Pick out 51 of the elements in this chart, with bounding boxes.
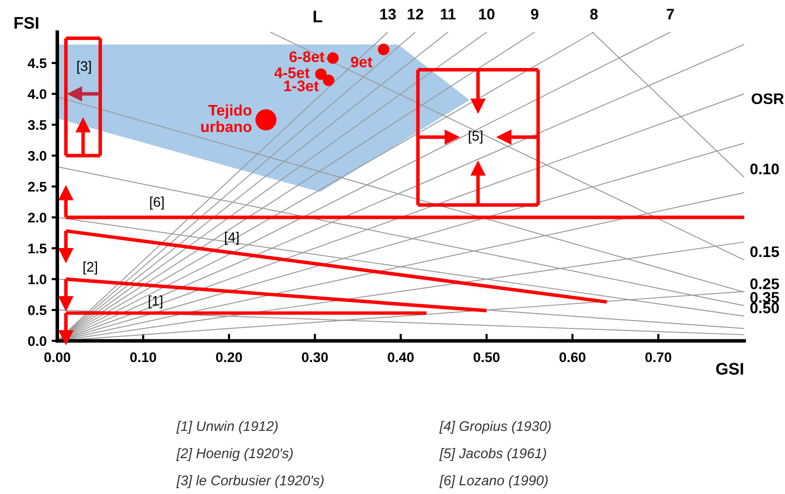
- x-tick-label: 0.40: [388, 352, 414, 362]
- series-label: 0.15: [750, 246, 780, 258]
- y-tick-label: 1.0: [28, 274, 46, 284]
- text: [4] Gropius (1930): [439, 420, 551, 434]
- series-label: 6-8et: [289, 51, 324, 62]
- text: L: [314, 10, 322, 22]
- y-tick-label: 3.5: [28, 120, 47, 130]
- series-label: 0.10: [750, 164, 779, 174]
- series-label: 13: [380, 8, 396, 20]
- y-tick-label: 1.5: [28, 244, 47, 254]
- series-label: 7: [666, 8, 674, 20]
- series-label: 9: [530, 8, 538, 20]
- text: OSR: [752, 93, 784, 104]
- annotation: [3]: [77, 60, 91, 74]
- series-label: 4-5et: [274, 68, 310, 78]
- y-tick-label: 2.5: [28, 182, 47, 192]
- annotation: [5]: [468, 130, 482, 144]
- y-tick-label: 0.0: [28, 336, 46, 346]
- x-tick-label: 0.20: [216, 352, 242, 362]
- x-tick-label: 0.60: [559, 352, 586, 362]
- series-label: 9et: [350, 56, 372, 68]
- y-tick-label: 4.0: [28, 89, 46, 100]
- series-label: 1-3et: [284, 80, 319, 92]
- series-label: 0.50: [750, 302, 779, 314]
- y-tick-label: 0.5: [28, 305, 47, 316]
- annotation: [2]: [84, 262, 98, 274]
- y-tick-label: 3.0: [28, 150, 46, 161]
- x-tick-label: 0.30: [302, 352, 328, 362]
- text: [3] le Corbusier (1920's): [176, 475, 324, 488]
- annotation: [1]: [148, 295, 162, 308]
- text: [6] Lozano (1990): [439, 475, 548, 488]
- y-tick-label: 2.0: [28, 212, 46, 223]
- series-label: 10: [479, 8, 494, 20]
- series-label: 12: [408, 8, 424, 20]
- y-axis-title: FSI: [14, 17, 38, 29]
- annotation: [4]: [225, 232, 239, 245]
- series-label: 0.35: [750, 292, 780, 303]
- x-tick-label: 0.10: [130, 352, 156, 362]
- annotation: [6]: [150, 196, 164, 210]
- text: [1] Unwin (1912): [176, 420, 278, 434]
- x-tick-label: 0.00: [44, 352, 70, 362]
- text: [5] Jacobs (1961): [439, 448, 546, 461]
- x-tick-label: 0.50: [474, 352, 500, 362]
- series-label: 8: [590, 8, 598, 20]
- text: [2] Hoenig (1920's): [176, 448, 293, 461]
- x-axis-title: GSI: [716, 362, 744, 375]
- y-tick-label: 4.5: [28, 58, 47, 68]
- series-label: 0.25: [750, 278, 780, 290]
- x-tick-label: 0.70: [645, 352, 672, 362]
- series-label: Tejido urbano: [201, 104, 252, 132]
- series-label: 11: [440, 8, 456, 20]
